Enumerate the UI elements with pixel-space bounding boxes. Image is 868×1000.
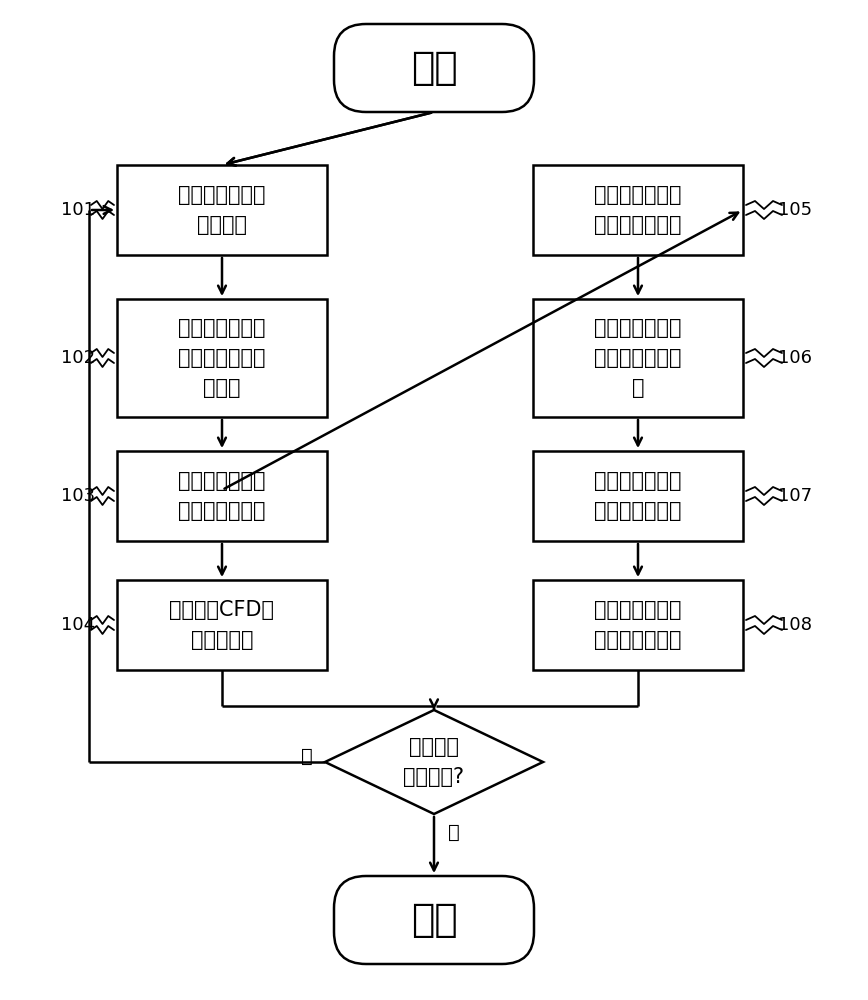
Bar [117, 451, 327, 541]
Text: 105: 105 [778, 201, 812, 219]
Text: 101: 101 [61, 201, 95, 219]
Text: 102: 102 [61, 349, 95, 367]
Text: 108: 108 [778, 616, 812, 634]
Text: 将流固耦合壁面
设为温度耦合边
界: 将流固耦合壁面 设为温度耦合边 界 [595, 318, 681, 398]
Bar [533, 299, 743, 417]
Text: 将流固耦合壁面
设为流体固定温
度边界: 将流固耦合壁面 设为流体固定温 度边界 [178, 318, 266, 398]
Text: 使用稳态CFD方
法更新流场: 使用稳态CFD方 法更新流场 [169, 600, 274, 650]
Text: 106: 106 [778, 349, 812, 367]
Text: 瞬态计算
是否完成?: 瞬态计算 是否完成? [404, 737, 464, 787]
Bar [117, 299, 327, 417]
FancyBboxPatch shape [334, 24, 534, 112]
Polygon shape [325, 710, 543, 814]
Text: 104: 104 [61, 616, 95, 634]
Bar [533, 580, 743, 670]
Text: 是: 是 [448, 822, 460, 842]
Bar [533, 451, 743, 541]
Text: 将流体与固体同
时加载入求解器: 将流体与固体同 时加载入求解器 [595, 185, 681, 235]
FancyBboxPatch shape [334, 876, 534, 964]
Text: 将流体单独加载
入求解器: 将流体单独加载 入求解器 [178, 185, 266, 235]
Text: 结束: 结束 [411, 901, 457, 939]
Text: 103: 103 [61, 487, 95, 505]
Bar [117, 165, 327, 255]
Text: 107: 107 [778, 487, 812, 505]
Bar [533, 165, 743, 255]
Text: 关闭流体区域的
动量、湍流方程: 关闭流体区域的 动量、湍流方程 [595, 471, 681, 521]
Text: 开始: 开始 [411, 49, 457, 87]
Bar [117, 580, 327, 670]
Text: 否: 否 [301, 746, 312, 766]
Text: 开启流体区域的
动量、湍流方程: 开启流体区域的 动量、湍流方程 [178, 471, 266, 521]
Text: 使用实时耦合瞬
态方法求解传热: 使用实时耦合瞬 态方法求解传热 [595, 600, 681, 650]
